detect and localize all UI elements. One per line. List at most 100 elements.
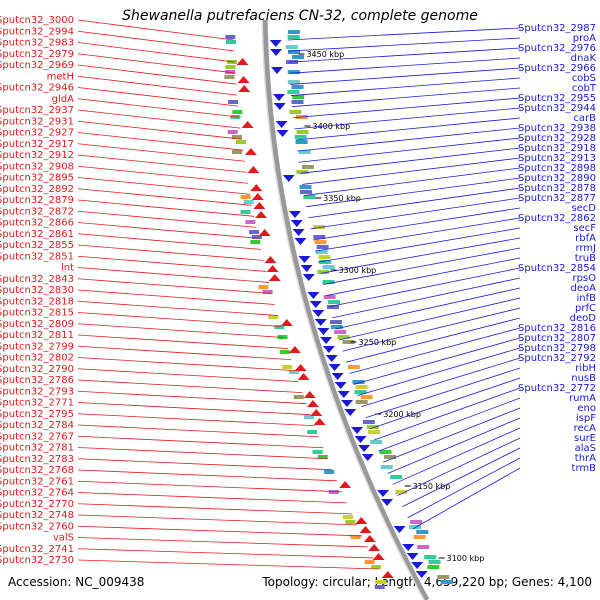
right-leader-line (288, 37, 521, 52)
gene-feature (299, 190, 312, 194)
left-leader-line (77, 525, 363, 537)
gene-feature (379, 450, 392, 454)
gene-feature (287, 70, 300, 74)
plus-strand-arrow (313, 418, 326, 425)
right-gene-label: carB (573, 113, 596, 124)
left-gene-label: Sputcn32_2818 (0, 296, 74, 307)
left-leader-line (77, 300, 278, 316)
right-gene-label: surE (574, 433, 596, 444)
left-leader-line (77, 312, 282, 327)
kbp-label: 3400 kbp (312, 122, 350, 131)
left-gene-label: Sputcn32_2811 (0, 330, 74, 341)
left-gene-label: valS (53, 533, 74, 544)
minus-strand-arrow (358, 445, 371, 452)
gene-feature (228, 100, 239, 104)
left-leader-line (77, 267, 269, 283)
right-gene-label: Sputcn32_2928 (518, 133, 596, 144)
plus-strand-arrow (247, 166, 260, 173)
minus-strand-arrow (302, 274, 315, 281)
right-leader-line (291, 77, 521, 96)
left-leader-line (77, 323, 285, 338)
gene-feature (282, 365, 293, 369)
left-gene-label: Sputcn32_2937 (0, 105, 74, 116)
left-gene-label: Sputcn32_2895 (0, 173, 74, 184)
gene-feature (427, 565, 440, 569)
right-gene-label: truB (575, 253, 596, 264)
right-leader-line (407, 457, 521, 519)
gene-feature (232, 110, 243, 114)
gene-feature (355, 385, 368, 389)
left-leader-line (77, 199, 255, 217)
right-leader-line (392, 427, 521, 485)
plus-strand-arrow (368, 544, 381, 551)
right-gene-label: rrmJ (575, 243, 596, 254)
left-leader-line (77, 98, 240, 118)
gene-feature (384, 455, 397, 459)
left-leader-line (77, 480, 342, 493)
gene-feature (417, 545, 430, 549)
gene-feature (343, 515, 353, 519)
gene-feature (250, 240, 261, 244)
gene-feature (328, 300, 340, 304)
left-leader-line (77, 458, 333, 471)
left-gene-label: Sputcn32_2983 (0, 38, 74, 49)
gene-feature (424, 555, 437, 559)
right-gene-label: deoA (571, 283, 597, 294)
gene-feature (347, 365, 360, 369)
left-gene-label: Sputcn32_2931 (0, 116, 74, 127)
right-leader-line (342, 307, 521, 352)
left-gene-label: metH (47, 71, 74, 82)
minus-strand-arrow (312, 310, 325, 317)
left-gene-label: lnt (61, 263, 74, 274)
right-leader-line (297, 127, 521, 152)
right-leader-line (312, 207, 521, 241)
right-leader-line (287, 27, 521, 41)
gene-feature (251, 235, 262, 239)
kbp-label: 3450 kbp (306, 50, 344, 59)
minus-strand-arrow (292, 229, 305, 236)
left-leader-line (77, 233, 262, 250)
right-gene-label: rpsO (572, 273, 596, 284)
left-gene-label: Sputcn32_2809 (0, 319, 74, 330)
plus-strand-arrow (303, 391, 316, 398)
left-leader-line (77, 42, 235, 63)
plus-strand-arrow (237, 76, 250, 83)
gene-feature (395, 490, 408, 494)
gene-feature (240, 210, 251, 214)
gene-feature (224, 75, 235, 79)
minus-strand-arrow (270, 49, 283, 56)
gene-feature (296, 170, 309, 174)
plus-strand-arrow (268, 274, 281, 281)
gene-feature (240, 195, 251, 199)
minus-strand-arrow (320, 337, 333, 344)
right-gene-label: Sputcn32_2944 (518, 103, 596, 114)
minus-strand-arrow (314, 319, 327, 326)
plus-strand-arrow (264, 256, 277, 263)
left-gene-label: Sputcn32_2892 (0, 184, 74, 195)
left-leader-line (77, 402, 311, 416)
right-gene-label: secD (571, 203, 596, 214)
plus-strand-arrow (307, 400, 319, 407)
gene-feature (371, 565, 382, 569)
gene-feature (416, 530, 429, 534)
gene-feature (262, 290, 273, 294)
gene-feature (367, 430, 380, 434)
right-leader-line (302, 157, 521, 185)
right-leader-line (295, 117, 521, 141)
right-leader-line (289, 57, 521, 74)
left-gene-label: Sputcn32_2748 (0, 510, 74, 521)
minus-strand-arrow (341, 400, 353, 407)
gene-feature (249, 230, 260, 234)
left-gene-label: Sputcn32_2783 (0, 454, 74, 465)
right-gene-label: rumA (569, 393, 596, 404)
gene-feature (390, 475, 403, 479)
gene-feature (301, 165, 314, 169)
left-leader-line (77, 188, 253, 206)
backbone-highlight (261, 19, 425, 600)
gene-feature (295, 140, 308, 144)
minus-strand-arrow (322, 346, 335, 353)
minus-strand-arrow (275, 121, 288, 128)
right-gene-label: alaS (575, 443, 596, 454)
right-gene-label: Sputcn32_2878 (518, 183, 596, 194)
right-gene-label: prfC (575, 303, 596, 314)
